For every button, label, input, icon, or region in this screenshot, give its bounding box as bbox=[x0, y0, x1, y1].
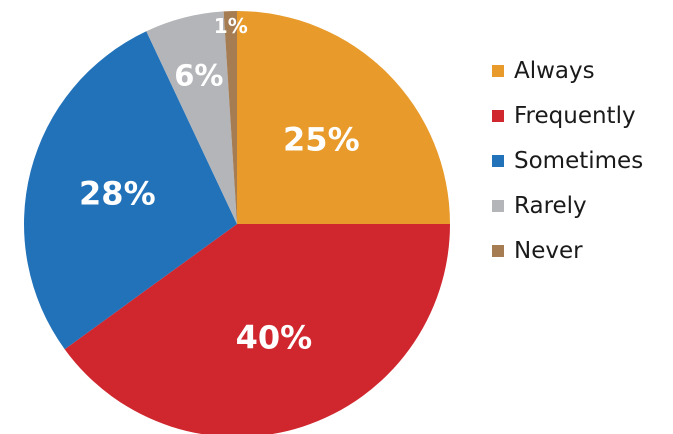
pie-slices bbox=[23, 11, 450, 434]
slice-labels: 25% 40% 28% 6% 1% bbox=[79, 14, 360, 356]
slice-label-frequently: 40% bbox=[236, 318, 313, 356]
pie-slice-frequently bbox=[64, 224, 450, 434]
legend-swatch-always bbox=[492, 65, 504, 77]
legend-label-always: Always bbox=[514, 58, 595, 84]
legend-label-sometimes: Sometimes bbox=[514, 148, 643, 174]
pie-slice-sometimes bbox=[23, 31, 238, 350]
legend: Always Frequently Sometimes Rarely Never bbox=[492, 58, 643, 264]
slice-label-sometimes: 28% bbox=[79, 174, 156, 212]
legend-label-never: Never bbox=[514, 238, 583, 264]
legend-label-rarely: Rarely bbox=[514, 193, 587, 219]
legend-swatch-never bbox=[492, 245, 504, 257]
slice-label-always: 25% bbox=[283, 121, 360, 159]
legend-swatch-frequently bbox=[492, 110, 504, 122]
legend-swatch-sometimes bbox=[492, 155, 504, 167]
legend-label-frequently: Frequently bbox=[514, 103, 636, 129]
pie-slice-never bbox=[223, 11, 237, 224]
legend-swatch-rarely bbox=[492, 200, 504, 212]
pie-slice-always bbox=[237, 11, 450, 224]
slice-label-never: 1% bbox=[214, 14, 248, 38]
slice-label-rarely: 6% bbox=[174, 58, 223, 92]
pie-slice-rarely bbox=[146, 11, 237, 225]
